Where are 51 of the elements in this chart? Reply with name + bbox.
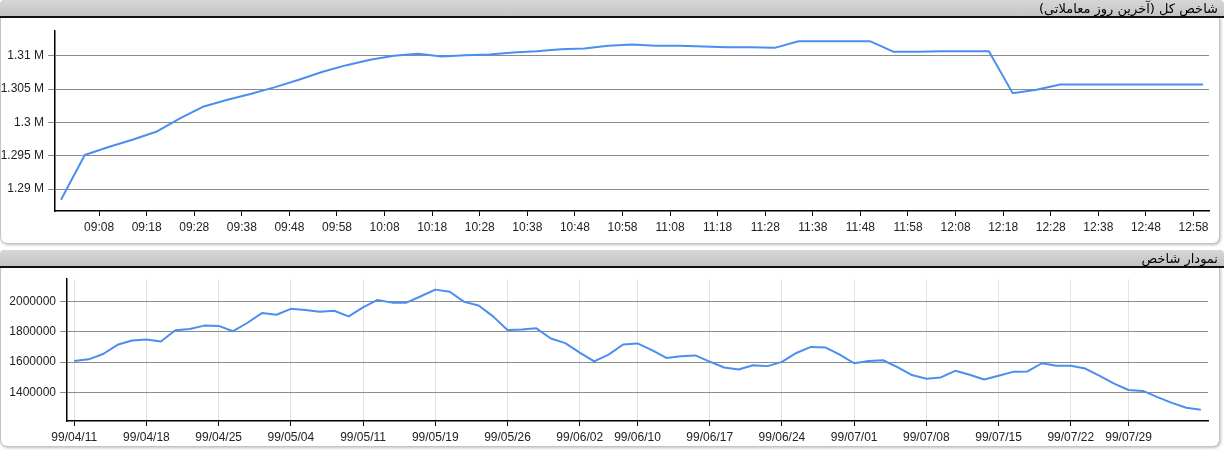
x-tick-label: 10:18 xyxy=(417,219,448,234)
x-tick-label: 99/04/25 xyxy=(195,429,243,444)
y-tick-label: 1.3 M xyxy=(13,114,44,129)
x-tick-label: 11:28 xyxy=(750,219,781,234)
x-tick-label: 11:38 xyxy=(798,219,828,234)
x-tick-label: 09:28 xyxy=(179,219,210,234)
x-tick-label: 12:08 xyxy=(940,219,971,234)
x-tick-label: 11:08 xyxy=(655,219,685,234)
x-tick-label: 99/07/01 xyxy=(830,429,878,444)
y-tick-label: 1400000 xyxy=(9,384,57,399)
x-tick-label: 99/05/11 xyxy=(340,429,387,444)
x-tick-label: 10:58 xyxy=(607,219,638,234)
x-tick-label: 10:48 xyxy=(559,219,591,234)
x-tick-label: 12:18 xyxy=(988,219,1019,234)
y-tick-label: 1.305 M xyxy=(0,81,44,96)
x-tick-label: 09:58 xyxy=(321,219,353,234)
x-tick-label: 10:38 xyxy=(512,219,543,234)
x-tick-label: 09:38 xyxy=(226,219,258,234)
y-tick-label: 1.31 M xyxy=(7,48,44,63)
x-tick-label: 99/06/10 xyxy=(614,429,662,444)
x-tick-label: 99/07/29 xyxy=(1105,429,1153,444)
x-tick-label: 12:48 xyxy=(1130,219,1162,234)
x-tick-label: 99/07/15 xyxy=(975,429,1023,444)
x-tick-label: 99/05/26 xyxy=(484,429,532,444)
y-tick-label: 1800000 xyxy=(9,324,57,339)
y-tick-label: 1.29 M xyxy=(7,181,44,196)
y-tick-label: 1600000 xyxy=(9,354,57,369)
x-tick-label: 10:28 xyxy=(464,219,496,234)
x-tick-label: 99/07/08 xyxy=(903,429,951,444)
x-tick-label: 12:38 xyxy=(1083,219,1114,234)
x-tick-label: 11:18 xyxy=(703,219,733,234)
x-tick-label: 12:58 xyxy=(1178,219,1209,234)
x-tick-label: 09:18 xyxy=(131,219,162,234)
y-tick-label: 2000000 xyxy=(9,293,57,308)
x-tick-label: 99/06/02 xyxy=(556,429,604,444)
x-tick-label: 11:58 xyxy=(893,219,923,234)
x-tick-label: 09:48 xyxy=(274,219,305,234)
chart-title: نمودار شاخص xyxy=(1141,251,1218,267)
x-tick-label: 09:08 xyxy=(84,219,115,234)
x-tick-label: 99/07/22 xyxy=(1047,429,1095,444)
x-tick-label: 99/05/19 xyxy=(411,429,459,444)
x-tick-label: 99/04/18 xyxy=(123,429,171,444)
x-tick-label: 10:08 xyxy=(369,219,400,234)
x-tick-label: 99/06/24 xyxy=(758,429,806,444)
x-tick-label: 99/04/11 xyxy=(51,429,98,444)
x-tick-label: 11:48 xyxy=(845,219,876,234)
chart-title: شاخص کل (آخرین روز معاملاتی) xyxy=(1038,1,1218,17)
y-tick-label: 1.295 M xyxy=(0,148,44,163)
x-tick-label: 99/06/17 xyxy=(686,429,734,444)
x-tick-label: 12:28 xyxy=(1035,219,1067,234)
x-tick-label: 99/05/04 xyxy=(267,429,315,444)
